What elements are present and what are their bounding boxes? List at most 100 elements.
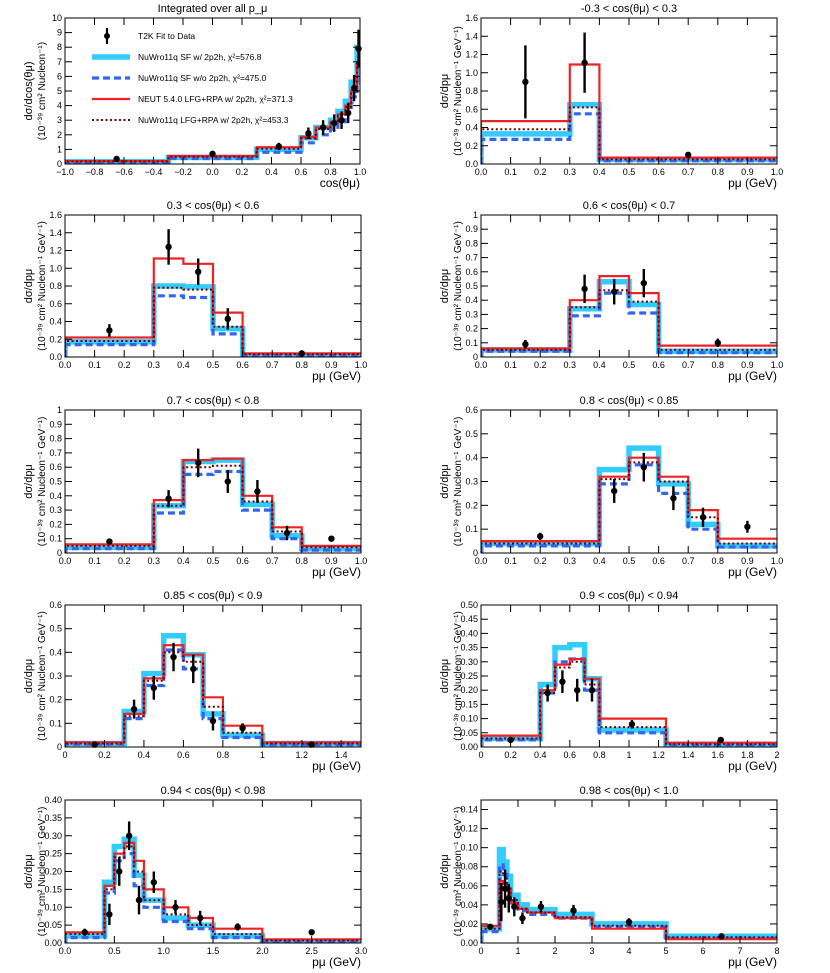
x-tick-label: 0.2 <box>534 167 547 177</box>
x-tick-label: 0.2 <box>534 556 547 566</box>
series-line <box>481 456 777 553</box>
x-tick-label: 0.4 <box>177 360 190 370</box>
data-point <box>234 923 241 931</box>
x-tick-label: 0.9 <box>325 556 338 566</box>
series-line <box>65 62 360 164</box>
y-tick-label: 1 <box>57 405 62 415</box>
x-tick-label: 0.6 <box>236 556 249 566</box>
data-point <box>165 495 172 502</box>
series-line <box>481 106 777 164</box>
y-tick-label: 0.4 <box>49 491 62 501</box>
y-axis-label-text: dσ/dpμ <box>439 854 451 889</box>
x-tick-label: 0.8 <box>296 360 309 370</box>
x-tick-label: 0.6 <box>652 556 665 566</box>
data-point <box>522 78 529 86</box>
y-tick-label: 1 <box>473 210 478 220</box>
y-tick-label: 0.04 <box>460 900 478 910</box>
x-tick-label: 0.7 <box>682 556 695 566</box>
data-point <box>209 717 217 725</box>
x-tick-label: 0.5 <box>623 360 636 370</box>
chart-title: 0.3 < cos(θμ) < 0.6 <box>167 200 260 212</box>
series-line <box>65 294 361 357</box>
data-point <box>570 907 577 914</box>
y-tick-label: 1.4 <box>49 228 62 238</box>
chart-panel-8: 0.9 < cos(θμ) < 0.94 0 0.2 0.4 0.6 0.8 1 1.2 1.4… <box>439 590 780 773</box>
x-tick-label: 1.2 <box>652 750 665 760</box>
y-tick-label: 0.5 <box>49 477 62 487</box>
legend-label: NuWro11q LFG+RPA w/ 2p2h, χ²=453.3 <box>138 115 289 125</box>
data-point <box>190 665 197 673</box>
legend-entry: NEUT 5.4.0 LFG+RPA w/ 2p2h, χ²=371.3 <box>92 94 293 104</box>
x-tick-label: 0.8 <box>712 167 725 177</box>
y-tick-label: 0.2 <box>465 324 478 334</box>
data-point <box>106 327 113 334</box>
y-tick-label: 0.35 <box>460 643 478 653</box>
chart-panel-10: 0.98 < cos(θμ) < 1.0 0 1 2 3 4 5 6 7 8 0.00 0.02 0.0… <box>439 785 780 969</box>
data-point <box>685 151 692 159</box>
data-point <box>254 488 261 495</box>
x-tick-label: 0.4 <box>593 167 606 177</box>
x-axis-label: pμ (GeV) <box>728 565 777 579</box>
data-point <box>135 896 143 904</box>
y-axis-label: dσ/dcos(θμ) (10⁻³⁹ cm² Nucleon⁻¹) <box>23 42 48 140</box>
x-tick-label: 0.0 <box>59 946 72 956</box>
data-point <box>172 904 179 911</box>
y-tick-label: 0 <box>473 548 478 558</box>
y-tick-label: 0.05 <box>44 920 62 930</box>
y-axis-label: dσ/dpμ (10⁻³⁹ cm² Nucleon⁻¹ GeV⁻¹) <box>439 807 464 937</box>
data-point <box>355 45 362 52</box>
chart-panel-2: -0.3 < cos(θμ) < 0.3 0.0 0.1 0.2 0.3 0.4 0.5 0.… <box>439 3 783 190</box>
x-tick-label: 0.7 <box>266 556 279 566</box>
series-line <box>481 289 777 357</box>
plot-area <box>65 633 361 747</box>
y-tick-label: 0.9 <box>465 224 478 234</box>
x-axis-label: pμ (GeV) <box>728 955 777 969</box>
x-tick-label: 0.4 <box>265 167 278 177</box>
y-tick-label: 0.45 <box>460 614 478 624</box>
legend-entry: NuWro11q LFG+RPA w/ 2p2h, χ²=453.3 <box>92 115 289 125</box>
x-tick-label: 0.9 <box>741 556 754 566</box>
y-tick-label: 0.3 <box>49 671 62 681</box>
y-axis-units: (10⁻³⁹ cm² Nucleon⁻¹ GeV⁻¹) <box>453 221 464 351</box>
y-axis-units: (10⁻³⁹ cm² Nucleon⁻¹ GeV⁻¹) <box>453 807 464 937</box>
series-line <box>65 644 361 747</box>
x-tick-label: 0.2 <box>118 556 131 566</box>
x-tick-label: 0.5 <box>108 946 121 956</box>
y-tick-label: 0.40 <box>460 628 478 638</box>
plot-frame <box>64 409 362 554</box>
y-tick-label: 0.0 <box>465 159 478 169</box>
data-point <box>544 689 551 697</box>
x-tick-label: 0.2 <box>504 750 517 760</box>
x-axis-label: cos(θμ) <box>320 176 360 190</box>
y-tick-label: 0.8 <box>49 281 62 291</box>
plot-area <box>65 457 361 553</box>
data-point <box>150 879 157 886</box>
y-tick-label: 0.6 <box>465 405 478 415</box>
data-point <box>170 653 177 661</box>
y-axis-label: dσ/dpμ (10⁻³⁹ cm² Nucleon⁻¹ GeV⁻¹) <box>23 417 48 547</box>
y-tick-label: 0.1 <box>49 534 62 544</box>
x-axis-label: pμ (GeV) <box>728 176 777 190</box>
y-tick-label: 0.4 <box>49 647 62 657</box>
x-tick-label: 0.0 <box>475 556 488 566</box>
x-tick-label: 0 <box>478 750 483 760</box>
plot-area <box>481 445 777 553</box>
data-point <box>498 898 505 906</box>
y-tick-label: 0.2 <box>49 334 62 344</box>
x-tick-label: 0.8 <box>712 556 725 566</box>
x-tick-label: 0.4 <box>593 556 606 566</box>
data-point <box>581 285 588 293</box>
chart-title: Integrated over all p_μ <box>158 3 268 15</box>
x-tick-label: 1 <box>260 750 265 760</box>
y-tick-label: 0.2 <box>49 695 62 705</box>
y-tick-label: 0.6 <box>465 104 478 114</box>
data-point <box>511 903 518 910</box>
series-line <box>65 257 361 357</box>
x-tick-label: 0.2 <box>98 750 111 760</box>
y-axis-label-text: dσ/dpμ <box>23 464 35 499</box>
y-tick-label: 1.6 <box>465 13 478 23</box>
data-point <box>350 84 358 92</box>
x-tick-label: 1.0 <box>771 556 784 566</box>
y-tick-label: 0.20 <box>460 685 478 695</box>
chart-title: 0.85 < cos(θμ) < 0.9 <box>164 590 263 602</box>
